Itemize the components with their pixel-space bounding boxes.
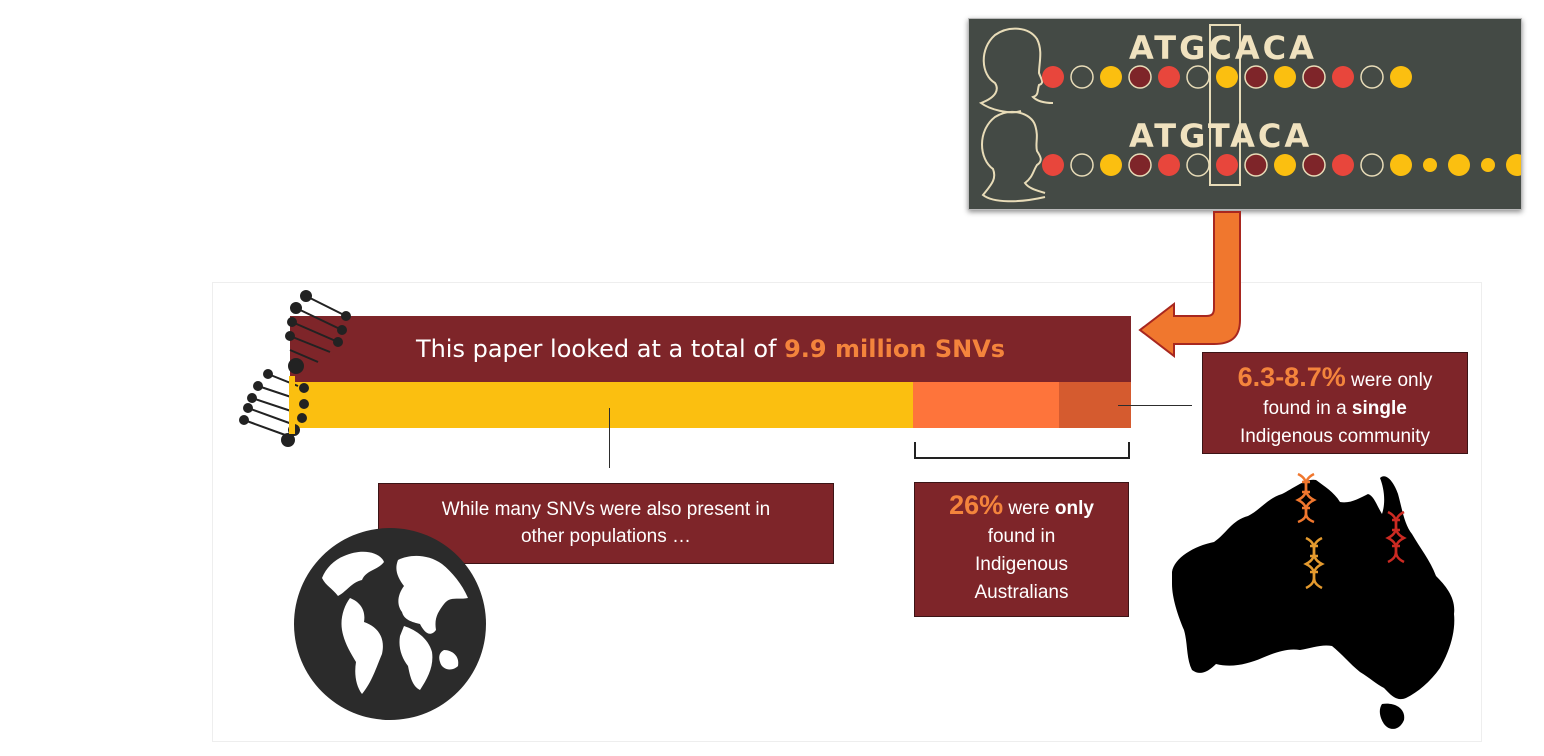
indigenous-text2: found in	[987, 526, 1056, 547]
sequence-top: ATGCACA	[1129, 29, 1317, 67]
dna-dot	[1390, 154, 1412, 176]
dna-dot	[1216, 66, 1238, 88]
indigenous-text1-bold: only	[1054, 498, 1094, 519]
dna-dot	[1360, 65, 1384, 89]
single-percent: 6.3-8.7%	[1237, 362, 1346, 392]
indigenous-text3: Indigenous	[975, 554, 1068, 575]
bracket-indigenous	[914, 442, 1130, 459]
dna-dot	[1244, 153, 1268, 177]
dna-dot	[1128, 65, 1152, 89]
callout-global-line1: While many SNVs were also present in	[441, 499, 771, 520]
infographic-panel	[212, 282, 1482, 742]
down-left-arrow-icon	[1138, 211, 1241, 358]
segment-indigenous-only	[913, 382, 1059, 428]
indigenous-text1: were	[1003, 498, 1055, 519]
indigenous-percent: 26%	[949, 490, 1004, 520]
callout-global-snvs: While many SNVs were also present in oth…	[378, 483, 834, 564]
dna-dot	[1390, 66, 1412, 88]
single-text2a: found in a	[1263, 398, 1352, 419]
dna-dot	[1100, 154, 1122, 176]
dna-dot	[1274, 154, 1296, 176]
dna-comparison-panel: ATGCACA ATGTACA	[968, 18, 1522, 210]
total-snvs-highlight: 9.9 million SNVs	[784, 335, 1006, 363]
dna-dot	[1100, 66, 1122, 88]
dna-dot	[1423, 158, 1437, 172]
dna-dot	[1186, 65, 1210, 89]
dna-dot	[1158, 154, 1180, 176]
callout-single-community: 6.3-8.7% were only found in a single Ind…	[1202, 352, 1468, 454]
dna-dot	[1274, 66, 1296, 88]
australia-map-icon	[1172, 472, 1455, 729]
indigenous-text4: Australians	[974, 582, 1069, 603]
dna-dot	[1302, 153, 1326, 177]
single-text2b: single	[1351, 398, 1407, 419]
connector-line-single	[1118, 405, 1192, 406]
dna-dot	[1042, 66, 1064, 88]
dna-dot	[1128, 153, 1152, 177]
dna-dot	[1506, 154, 1521, 176]
dna-dot	[1186, 153, 1210, 177]
total-snvs-text: This paper looked at a total of	[415, 335, 785, 363]
dna-dot	[1042, 154, 1064, 176]
dna-dot	[1302, 65, 1326, 89]
dna-dot	[1481, 158, 1495, 172]
single-text1: were only	[1345, 370, 1433, 391]
dna-dot	[1070, 65, 1094, 89]
globe-icon	[294, 528, 486, 720]
dna-dot	[1244, 65, 1268, 89]
total-snvs-bar: This paper looked at a total of 9.9 mill…	[290, 316, 1131, 382]
connector-line-global	[609, 408, 610, 468]
callout-indigenous-only: 26% were only found in Indigenous Austra…	[914, 482, 1129, 617]
dna-dot	[1360, 153, 1384, 177]
dna-helix-icon	[239, 290, 351, 447]
dna-dot	[1216, 154, 1238, 176]
dna-dot	[1448, 154, 1470, 176]
single-text3: Indigenous community	[1239, 426, 1431, 447]
dna-dot	[1070, 153, 1094, 177]
head-silhouette-icon	[978, 24, 1521, 203]
sequence-bottom: ATGTACA	[1129, 117, 1313, 155]
dna-dot	[1332, 154, 1354, 176]
segment-shared-snvs	[290, 382, 913, 428]
callout-global-line2: other populations …	[520, 526, 692, 547]
dna-dot	[1158, 66, 1180, 88]
dna-dot	[1332, 66, 1354, 88]
